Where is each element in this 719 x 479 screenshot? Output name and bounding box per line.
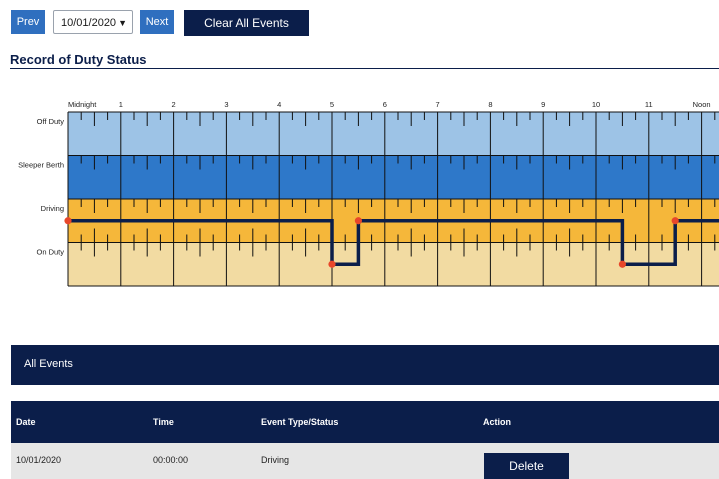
delete-button[interactable]: Delete — [484, 453, 569, 479]
duty-row-label: Sleeper Berth — [18, 161, 64, 170]
hour-label: 6 — [383, 100, 387, 109]
events-table-header: Date Time Event Type/Status Action — [11, 401, 719, 443]
event-date: 10/01/2020 — [16, 455, 62, 465]
duty-row-band — [68, 112, 719, 156]
duty-row-band — [68, 242, 719, 286]
hour-label: 9 — [541, 100, 545, 109]
next-button[interactable]: Next — [140, 10, 174, 34]
table-row: 10/01/2020 00:00:00 Driving Delete — [11, 443, 719, 479]
hour-label: 7 — [436, 100, 440, 109]
all-events-title: All Events — [24, 358, 73, 370]
status-change-marker — [618, 260, 627, 268]
hour-label: Midnight — [68, 100, 97, 109]
hour-label: 1 — [119, 100, 123, 109]
status-line — [68, 219, 719, 266]
status-change-marker — [328, 260, 336, 268]
duty-row-label: On Duty — [36, 248, 64, 257]
hour-label: 3 — [224, 100, 228, 109]
hour-label: 5 — [330, 100, 334, 109]
date-select[interactable]: 10/01/2020 ▼ — [53, 10, 133, 34]
duty-row-label: Off Duty — [37, 117, 65, 126]
date-select-value: 10/01/2020 — [61, 17, 117, 29]
hour-label: 2 — [172, 100, 176, 109]
hour-label: 10 — [592, 100, 600, 109]
prev-button[interactable]: Prev — [11, 10, 45, 34]
event-status: Driving — [261, 455, 290, 465]
status-change-marker — [671, 217, 679, 225]
status-change-marker — [64, 217, 72, 225]
hour-label: Noon — [693, 100, 711, 109]
all-events-header: All Events — [11, 345, 719, 385]
duty-row-label: Driving — [41, 204, 64, 213]
event-time: 00:00:00 — [153, 455, 189, 465]
page-title: Record of Duty Status — [10, 52, 147, 67]
duty-status-graph: Midnight 1 2 3 4 5 6 7 8 9 10 11 Noon Off Duty Sleeper… — [18, 100, 719, 287]
hour-label: 11 — [645, 100, 653, 109]
column-header-date: Date — [16, 417, 36, 427]
column-header-event-type: Event Type/Status — [261, 417, 339, 427]
duty-status-grid[interactable]: Midnight 1 2 3 4 5 6 7 8 9 10 11 Noon Off Duty Sleeper… — [0, 96, 719, 292]
hour-label: 4 — [277, 100, 281, 109]
column-header-time: Time — [153, 417, 174, 427]
chevron-down-icon: ▼ — [118, 18, 127, 28]
status-change-marker — [354, 217, 362, 225]
clear-all-events-button[interactable]: Clear All Events — [184, 10, 309, 36]
title-divider — [10, 68, 719, 69]
column-header-action: Action — [483, 417, 511, 427]
hour-label: 8 — [488, 100, 492, 109]
duty-row-band — [68, 155, 719, 199]
